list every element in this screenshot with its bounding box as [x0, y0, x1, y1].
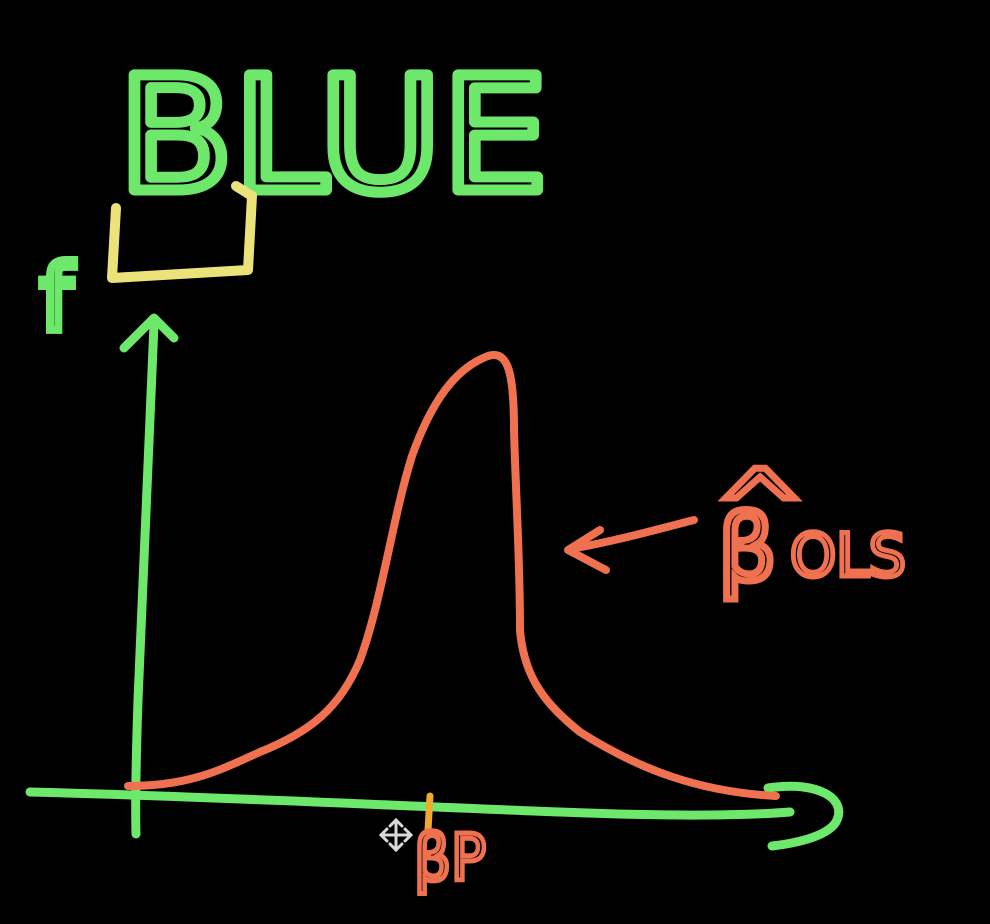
y-axis-label-text: f — [40, 245, 75, 352]
y-axis-label: f — [36, 241, 79, 356]
x-axis-arrowhead — [763, 781, 844, 851]
title-blue: BLUE — [113, 39, 554, 234]
true-value-label: βP — [414, 822, 486, 896]
ols-sampling-distribution — [124, 351, 780, 800]
highlight-bracket — [107, 181, 257, 283]
y-axis-arrowhead — [119, 313, 179, 353]
curve-pointer-arrow — [564, 516, 698, 574]
bracket-stroke — [107, 181, 257, 283]
move-cursor-icon — [378, 817, 414, 853]
estimator-label: ^ β OLS — [711, 443, 909, 606]
x-axis — [25, 781, 844, 851]
pointer-arrow-shaft — [572, 516, 698, 552]
title-text: BLUE — [118, 44, 548, 228]
estimator-symbol: β — [718, 495, 777, 602]
y-axis-line — [131, 319, 159, 839]
true-value-tick — [424, 792, 434, 834]
estimator-hat: ^ — [714, 446, 806, 574]
x-axis-line — [25, 787, 795, 820]
estimator-subscript: OLS — [790, 521, 906, 591]
true-value-marker: βP — [412, 792, 489, 899]
density-curve — [124, 351, 780, 800]
pointer-arrow-head — [564, 526, 610, 574]
y-axis — [119, 313, 179, 839]
